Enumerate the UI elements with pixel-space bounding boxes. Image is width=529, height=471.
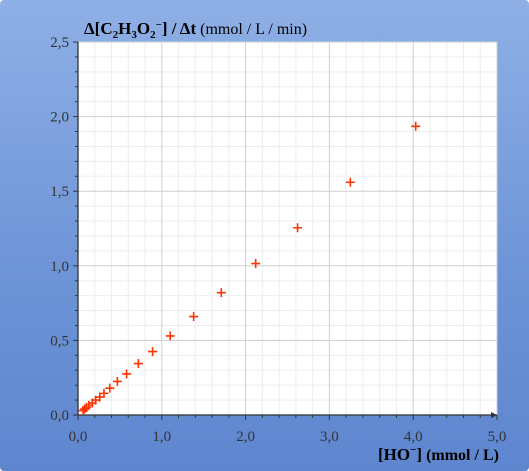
- data-point: [122, 369, 132, 379]
- x-tick-label: 0,0: [69, 429, 88, 445]
- x-tick-label: 3,0: [320, 429, 339, 445]
- data-point: [345, 177, 355, 187]
- data-point: [105, 383, 115, 393]
- y-title-sub1: 2: [113, 29, 119, 41]
- y-tick-label: 0,5: [50, 333, 69, 349]
- x-axis-arrow: [491, 412, 497, 418]
- y-title-h: H: [118, 19, 131, 38]
- data-point: [112, 376, 122, 386]
- data-point: [189, 312, 199, 322]
- data-point: [148, 347, 158, 357]
- x-title-close: ]: [416, 445, 422, 464]
- y-tick-label: 1,0: [50, 259, 69, 275]
- y-axis-title: Δ[C2H3O2−] / Δt (mmol / L / min): [84, 19, 307, 41]
- data-points: [78, 121, 421, 416]
- x-tick-labels: 0,0 1,0 2,0 3,0 4,0 5,0: [69, 429, 507, 445]
- y-title-unit: (mmol / L / min): [196, 21, 307, 38]
- x-tick-label: 1,0: [152, 429, 171, 445]
- x-tick-label: 2,0: [236, 429, 255, 445]
- y-title-sup: −: [156, 19, 162, 31]
- data-point: [216, 288, 226, 298]
- axes: [73, 41, 498, 420]
- x-tick-label: 5,0: [488, 429, 507, 445]
- plot-area: [78, 42, 497, 415]
- data-point: [165, 331, 175, 341]
- data-point: [293, 223, 303, 233]
- y-tick-labels: 0,0 0,5 1,0 1,5 2,0 2,5: [50, 35, 69, 424]
- data-point: [411, 121, 421, 131]
- x-title-open: [HO: [378, 445, 410, 464]
- x-title-unit: (mmol / L): [422, 447, 499, 464]
- major-grid: [78, 41, 498, 415]
- data-point: [99, 388, 109, 398]
- data-point: [251, 259, 261, 269]
- x-axis-title: [HO−] (mmol / L): [378, 444, 499, 464]
- y-tick-label: 2,0: [50, 110, 69, 126]
- y-tick-label: 1,5: [50, 184, 69, 200]
- y-tick-label: 0,0: [50, 408, 69, 424]
- x-title-sup: −: [410, 444, 416, 456]
- y-tick-label: 2,5: [50, 35, 69, 51]
- y-title-close: ] / Δt: [162, 19, 197, 38]
- data-point: [133, 359, 143, 369]
- x-tick-label: 4,0: [404, 429, 423, 445]
- y-title-o: O: [137, 19, 150, 38]
- y-title-prefix: Δ[C: [84, 19, 113, 38]
- y-title-sub2: 3: [131, 29, 137, 41]
- y-title-sub3: 2: [150, 29, 156, 41]
